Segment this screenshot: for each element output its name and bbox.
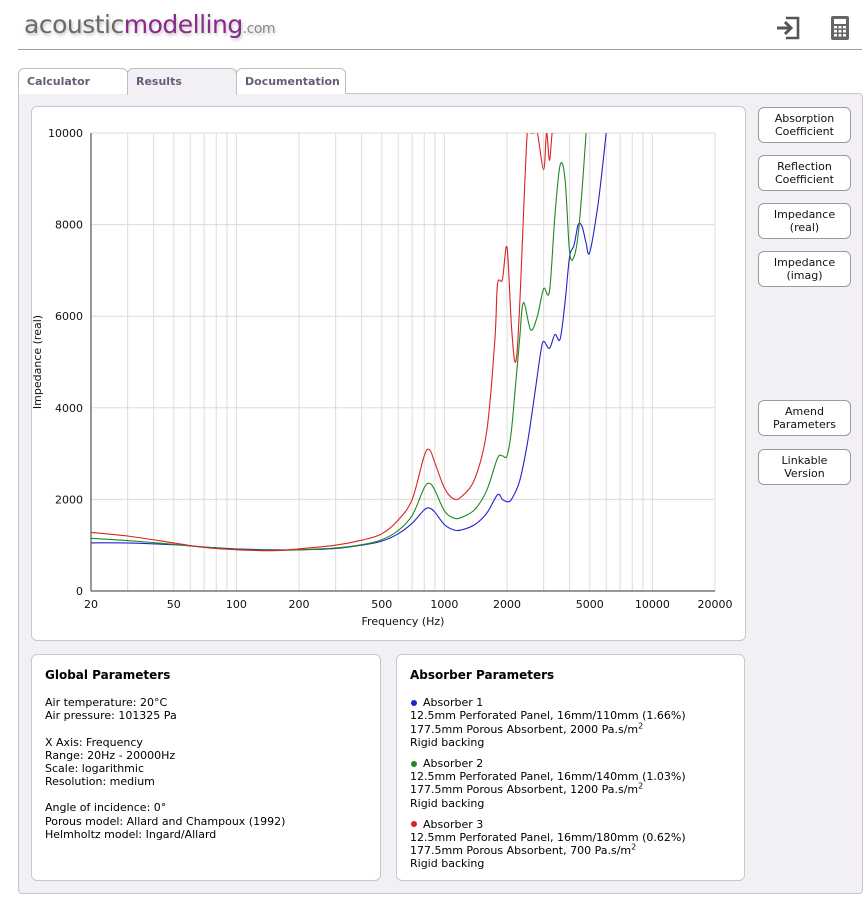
- button-label-line2: Coefficient: [775, 173, 834, 186]
- calculator-icon[interactable]: [826, 14, 854, 42]
- x-tick-label: 10000: [635, 598, 670, 611]
- x-tick-label: 20000: [698, 598, 733, 611]
- impedance-imag-button[interactable]: Impedance (imag): [758, 251, 851, 287]
- helmholtz-model: Helmholtz model: Ingard/Allard: [45, 827, 217, 841]
- logo-part-modelling: modelling: [123, 10, 243, 39]
- absorber-name: Absorber 3: [423, 817, 484, 831]
- button-label-line2: (real): [789, 221, 820, 234]
- absorber-name: Absorber 1: [423, 696, 484, 710]
- y-tick-label: 4000: [55, 402, 83, 415]
- button-label-line1: Linkable: [781, 454, 828, 467]
- tab-documentation[interactable]: Documentation: [236, 68, 346, 94]
- absorption-coefficient-button[interactable]: Absorption Coefficient: [758, 107, 851, 143]
- porous-model: Porous model: Allard and Champoux (1992): [45, 814, 286, 828]
- button-label-line2: (imag): [786, 269, 823, 282]
- resolution-setting: Resolution: medium: [45, 775, 155, 789]
- button-label-line1: Amend: [785, 405, 824, 418]
- absorber-parameters-title: Absorber Parameters: [410, 668, 555, 682]
- tab-label: Calculator: [27, 75, 91, 88]
- header: acousticmodelling.com: [0, 0, 867, 52]
- absorber-porous: 177.5mm Porous Absorbent, 1200 Pa.s/m: [410, 783, 639, 797]
- sign-in-icon[interactable]: [774, 14, 802, 42]
- tab-label: Documentation: [245, 75, 340, 88]
- x-tick-label: 200: [289, 598, 310, 611]
- absorber-name: Absorber 2: [423, 757, 484, 771]
- angle-of-incidence: Angle of incidence: 0°: [45, 801, 167, 815]
- air-temperature: Air temperature: 20°C: [45, 696, 168, 710]
- absorber-entry-2: Absorber 2 12.5mm Perforated Panel, 16mm…: [410, 757, 731, 810]
- absorber-entry-3: Absorber 3 12.5mm Perforated Panel, 16mm…: [410, 818, 731, 871]
- range-setting: Range: 20Hz - 20000Hz: [45, 748, 176, 762]
- site-logo[interactable]: acousticmodelling.com: [24, 10, 276, 39]
- red-dot-icon: [411, 821, 417, 828]
- button-label-line1: Absorption: [774, 112, 835, 125]
- x-tick-label: 1000: [430, 598, 458, 611]
- x-tick-label: 20: [84, 598, 98, 611]
- green-dot-icon: [411, 760, 417, 767]
- header-divider: [18, 49, 862, 50]
- button-label-line2: Version: [784, 467, 825, 480]
- chart-container: 0 2000 4000 6000 8000 10000 20 50 100 200 500 1000 2…: [31, 106, 746, 641]
- absorber-panel: 12.5mm Perforated Panel, 16mm/180mm (0.6…: [410, 831, 686, 845]
- air-pressure: Air pressure: 101325 Pa: [45, 709, 177, 723]
- tab-label: Results: [136, 75, 182, 88]
- impedance-chart: 0 2000 4000 6000 8000 10000 20 50 100 200 500 1000 2…: [32, 127, 733, 628]
- y-tick-label: 2000: [55, 493, 83, 506]
- superscript: 2: [631, 842, 637, 852]
- absorber-porous: 177.5mm Porous Absorbent, 2000 Pa.s/m: [410, 722, 639, 736]
- series-line: [91, 133, 587, 551]
- absorber-backing: Rigid backing: [410, 735, 485, 749]
- global-parameters-title: Global Parameters: [45, 668, 171, 682]
- series-line: [91, 133, 607, 551]
- y-tick-label: 0: [76, 585, 83, 598]
- button-label-line2: Coefficient: [775, 125, 834, 138]
- absorber-porous: 177.5mm Porous Absorbent, 700 Pa.s/m: [410, 844, 632, 858]
- blue-dot-icon: [411, 699, 417, 706]
- absorber-parameters-box: Absorber Parameters Absorber 1 12.5mm Pe…: [396, 654, 745, 881]
- absorber-backing: Rigid backing: [410, 796, 485, 810]
- button-label-line1: Reflection: [777, 160, 832, 173]
- x-tick-label: 5000: [576, 598, 604, 611]
- superscript: 2: [638, 720, 644, 730]
- button-label-line1: Impedance: [773, 208, 836, 221]
- superscript: 2: [638, 781, 644, 791]
- absorber-panel: 12.5mm Perforated Panel, 16mm/140mm (1.0…: [410, 770, 686, 784]
- x-tick-label: 100: [226, 598, 247, 611]
- amend-parameters-button[interactable]: Amend Parameters: [758, 400, 851, 436]
- x-tick-label: 50: [167, 598, 181, 611]
- x-tick-label: 2000: [493, 598, 521, 611]
- y-axis-label: Impedance (real): [32, 315, 44, 409]
- logo-part-com: .com: [242, 21, 276, 37]
- button-label-line1: Impedance: [773, 256, 836, 269]
- absorber-entry-1: Absorber 1 12.5mm Perforated Panel, 16mm…: [410, 696, 731, 749]
- x-axis-setting: X Axis: Frequency: [45, 735, 143, 749]
- scale-setting: Scale: logarithmic: [45, 762, 144, 776]
- series-line: [91, 133, 556, 552]
- logo-part-acoustic: acoustic: [24, 10, 124, 39]
- y-tick-label: 10000: [48, 127, 83, 140]
- absorber-panel: 12.5mm Perforated Panel, 16mm/110mm (1.6…: [410, 709, 686, 723]
- impedance-real-button[interactable]: Impedance (real): [758, 203, 851, 239]
- global-parameters-box: Global Parameters Air temperature: 20°C …: [31, 654, 381, 881]
- x-axis-label: Frequency (Hz): [362, 615, 445, 628]
- tab-calculator[interactable]: Calculator: [18, 68, 128, 94]
- y-tick-label: 6000: [55, 310, 83, 323]
- x-tick-label: 500: [371, 598, 392, 611]
- button-label-line2: Parameters: [773, 418, 836, 431]
- reflection-coefficient-button[interactable]: Reflection Coefficient: [758, 155, 851, 191]
- absorber-backing: Rigid backing: [410, 857, 485, 871]
- tab-results[interactable]: Results: [127, 68, 237, 95]
- linkable-version-button[interactable]: Linkable Version: [758, 449, 851, 485]
- y-tick-label: 8000: [55, 219, 83, 232]
